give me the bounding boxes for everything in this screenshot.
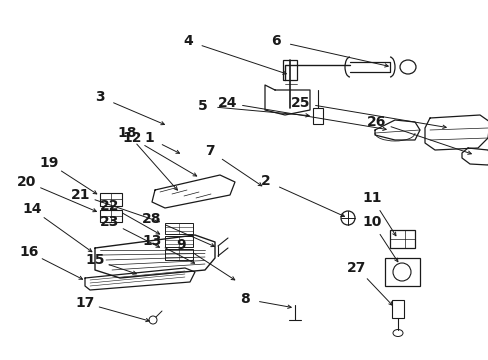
Text: 1: 1 [144,131,154,145]
Text: 21: 21 [71,188,91,202]
Text: 3: 3 [95,90,104,104]
Text: 22: 22 [100,199,120,213]
Bar [312,108,323,124]
Text: 28: 28 [142,212,162,226]
Text: 6: 6 [271,34,280,48]
Text: 5: 5 [198,99,207,113]
Text: 20: 20 [17,175,37,189]
Text: 23: 23 [100,215,120,229]
Bar [391,300,403,318]
Text: 4: 4 [183,34,192,48]
Text: 24: 24 [218,96,237,110]
Text: 19: 19 [39,156,59,170]
Text: 26: 26 [366,115,386,129]
Text: 13: 13 [142,234,162,248]
Text: 12: 12 [122,131,142,145]
Bar [164,223,193,234]
Text: 16: 16 [19,245,39,259]
Text: 17: 17 [75,296,95,310]
Bar [164,236,193,247]
Bar [100,193,122,206]
Text: 14: 14 [22,202,41,216]
Text: 27: 27 [346,261,366,275]
Text: 18: 18 [117,126,137,140]
Bar [164,249,193,260]
Text: 25: 25 [291,96,310,110]
Bar [100,210,122,222]
Text: 9: 9 [176,238,185,252]
Text: 15: 15 [85,253,104,267]
Text: 10: 10 [362,215,381,229]
Text: 8: 8 [240,292,249,306]
Text: 11: 11 [362,191,381,205]
Text: 7: 7 [205,144,214,158]
Bar [389,230,414,248]
Text: 2: 2 [261,174,270,188]
Bar [384,258,419,286]
Bar [283,60,296,80]
